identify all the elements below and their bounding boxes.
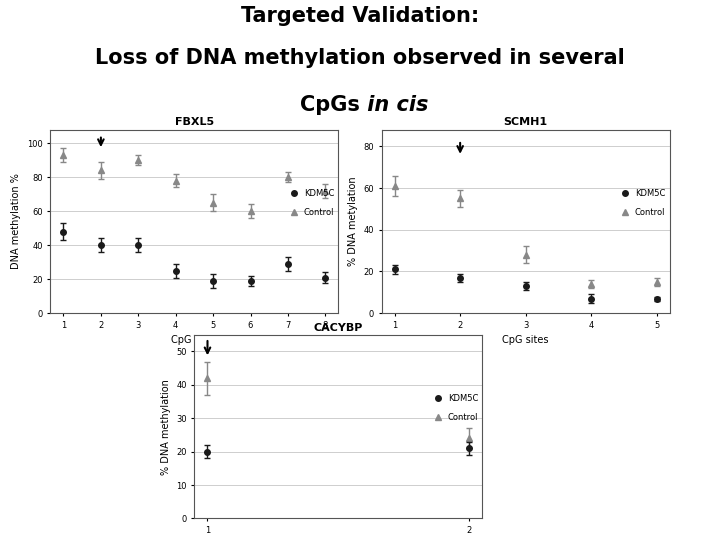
X-axis label: CpG sites: CpG sites [503, 335, 549, 346]
Y-axis label: DNA methylation %: DNA methylation % [12, 173, 22, 269]
Title: SCMH1: SCMH1 [503, 117, 548, 127]
Title: FBXL5: FBXL5 [175, 117, 214, 127]
Legend: KDM5C, Control: KDM5C, Control [616, 189, 665, 217]
Title: CACYBP: CACYBP [314, 322, 363, 333]
Legend: KDM5C, Control: KDM5C, Control [285, 189, 334, 217]
X-axis label: CpG sites: CpG sites [171, 335, 217, 346]
Text: Loss of DNA methylation observed in several: Loss of DNA methylation observed in seve… [95, 48, 625, 68]
Legend: KDM5C, Control: KDM5C, Control [429, 394, 478, 422]
Text: Targeted Validation:: Targeted Validation: [241, 6, 479, 26]
Y-axis label: % DNA metylation: % DNA metylation [348, 177, 358, 266]
Y-axis label: % DNA methylation: % DNA methylation [161, 379, 171, 475]
Text: CpGs: CpGs [300, 95, 360, 115]
Text: in cis: in cis [360, 95, 428, 115]
